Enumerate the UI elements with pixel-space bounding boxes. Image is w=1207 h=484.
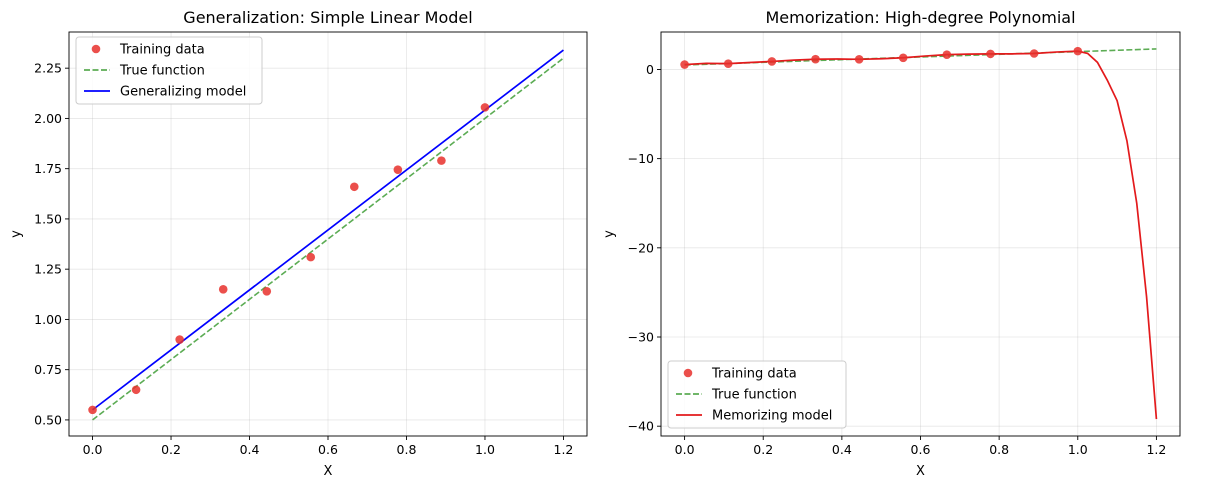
data-point: [349, 182, 359, 192]
data-point: [767, 57, 777, 66]
data-point: [393, 165, 403, 174]
x-tick-label: 0.8: [397, 442, 417, 457]
x-tick-label: 0.4: [240, 442, 260, 457]
y-tick-label: 1.50: [34, 211, 62, 226]
data-point: [1073, 46, 1083, 56]
x-tick-label: 0.4: [832, 442, 852, 457]
y-tick-label: 2.25: [34, 61, 62, 76]
data-point: [811, 54, 820, 64]
y-tick-label: −40: [628, 419, 654, 434]
chart-memorization: 0.0 0.2 0.4 0.6 0.8 1.0 1.2 0 −10 −20 −30 −40 Memori…: [602, 8, 1181, 479]
legend-label: Training data: [119, 43, 205, 58]
series-true-function-line: [92, 57, 564, 421]
legend-label: Generalizing model: [120, 85, 246, 100]
x-tick-label: 0.2: [753, 442, 773, 457]
x-tick-label: 0.2: [161, 442, 181, 457]
x-tick-label: 0.0: [83, 442, 103, 457]
legend-marker-scatter: [91, 44, 101, 54]
x-tick-label: 1.0: [1068, 442, 1088, 457]
data-point: [898, 53, 908, 63]
x-tick-label: 0.6: [911, 442, 931, 457]
data-point: [262, 286, 272, 296]
y-axis-label: y: [602, 230, 617, 238]
legend-label: True function: [119, 64, 205, 79]
x-axis-label: X: [916, 464, 925, 479]
data-point: [942, 50, 952, 59]
data-point: [175, 335, 184, 344]
series-model-line: [684, 50, 1158, 420]
y-tick-label: 0.50: [34, 412, 62, 427]
legend: Training data True function Memorizing mod…: [667, 360, 847, 429]
data-point: [723, 59, 733, 68]
series-training-data: [680, 46, 1083, 69]
chart-generalization: 0.0 0.2 0.4 0.6 0.8 1.0 1.2 0.50 0.75 1.00 1.25 1.5…: [9, 8, 588, 479]
chart-title: Generalization: Simple Linear Model: [183, 8, 472, 27]
x-tick-label: 0.8: [989, 442, 1009, 457]
data-point: [1029, 49, 1039, 58]
legend: Training data True function Generalizing m…: [75, 36, 263, 105]
data-point: [131, 385, 141, 395]
legend-label: True function: [711, 388, 797, 403]
legend-marker-scatter: [683, 368, 693, 378]
x-tick-label: 0.6: [318, 442, 338, 457]
series-training-data: [88, 103, 490, 415]
legend-box: [75, 36, 263, 105]
x-tick-label: 1.0: [475, 442, 495, 457]
data-point: [218, 284, 228, 294]
data-point: [437, 156, 446, 165]
x-tick-label: 0.0: [675, 442, 695, 457]
data-point: [854, 54, 864, 64]
x-tick-label: 1.2: [554, 442, 574, 457]
y-tick-label: −20: [628, 240, 654, 255]
data-point: [986, 49, 995, 59]
y-tick-label: −30: [628, 330, 654, 345]
y-tick-label: 0.75: [34, 362, 62, 377]
data-point: [480, 103, 490, 112]
y-tick-label: 1.75: [34, 161, 62, 176]
data-point: [306, 252, 316, 262]
chart-title: Memorization: High-degree Polynomial: [765, 8, 1075, 27]
plot-area: [680, 46, 1158, 420]
data-point: [88, 405, 97, 415]
legend-label: Training data: [711, 367, 797, 382]
grid: [69, 32, 587, 436]
y-axis-label: y: [9, 230, 24, 238]
x-tick-label: 1.2: [1146, 442, 1166, 457]
y-tick-label: 0: [646, 62, 654, 77]
x-axis-label: X: [324, 464, 333, 479]
legend-box: [667, 360, 847, 429]
y-tick-label: 1.25: [34, 262, 62, 277]
plot-area: [88, 49, 564, 421]
data-point: [680, 60, 689, 69]
y-tick-label: 1.00: [34, 312, 62, 327]
legend-label: Memorizing model: [712, 409, 832, 424]
y-tick-label: −10: [628, 151, 654, 166]
grid: [661, 32, 1180, 436]
y-tick-label: 2.00: [34, 111, 62, 126]
